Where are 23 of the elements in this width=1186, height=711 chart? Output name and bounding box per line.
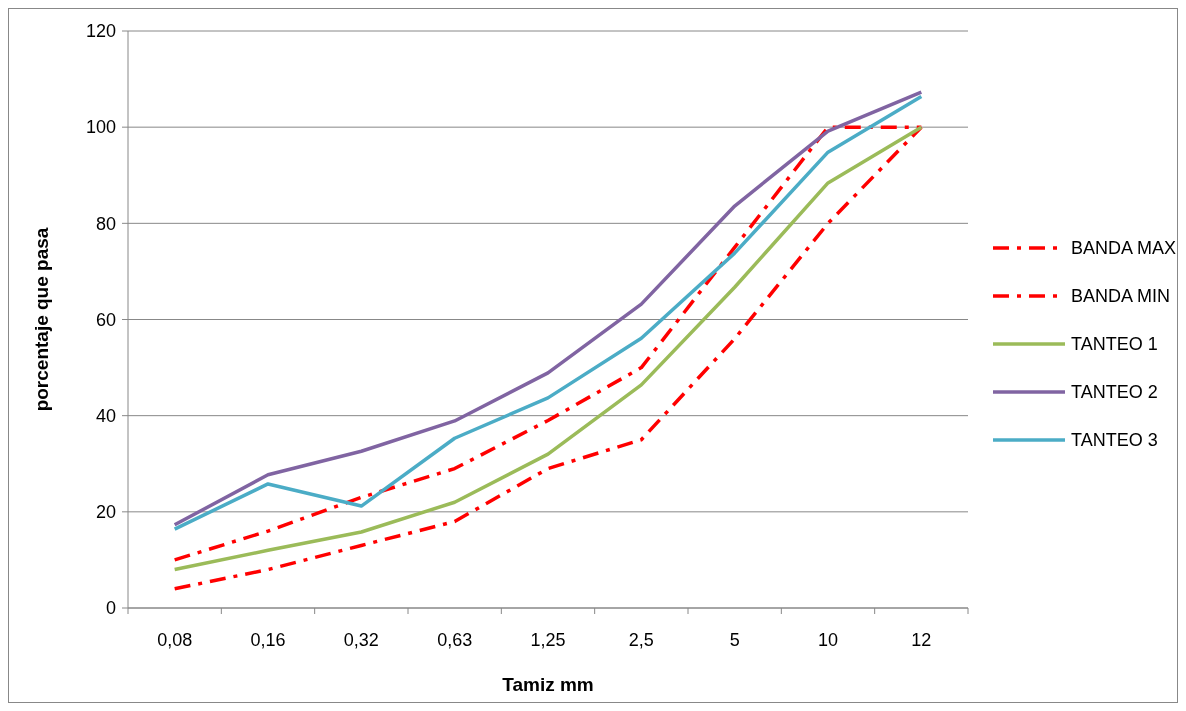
x-tick-label: 1,25	[530, 630, 566, 650]
legend-label: BANDA MIN	[1071, 286, 1171, 307]
legend-label: TANTEO 2	[1071, 382, 1158, 403]
x-tick-label: 2,5	[628, 630, 654, 650]
y-tick-label: 0	[105, 598, 116, 619]
y-tick-label: 80	[95, 213, 116, 234]
y-tick-label: 20	[95, 502, 116, 523]
legend-label: BANDA MAX	[1071, 238, 1177, 259]
x-tick-label: 0,16	[250, 630, 286, 650]
y-tick-label: 100	[85, 117, 116, 138]
x-axis-title: Tamiz mm	[502, 674, 594, 695]
y-tick-label: 60	[95, 309, 116, 330]
x-tick-label: 12	[911, 630, 932, 650]
y-tick-label: 40	[95, 405, 116, 426]
x-tick-label: 10	[817, 630, 839, 650]
legend-label: TANTEO 1	[1071, 334, 1158, 355]
y-tick-label: 120	[85, 21, 116, 42]
x-tick-label: 5	[729, 630, 740, 650]
x-tick-label: 0,32	[343, 630, 379, 650]
y-axis-title: porcentaje que pasa	[31, 227, 52, 412]
x-tick-label: 0,63	[437, 630, 473, 650]
legend-label: TANTEO 3	[1071, 430, 1158, 451]
x-tick-label: 0,08	[157, 630, 193, 650]
